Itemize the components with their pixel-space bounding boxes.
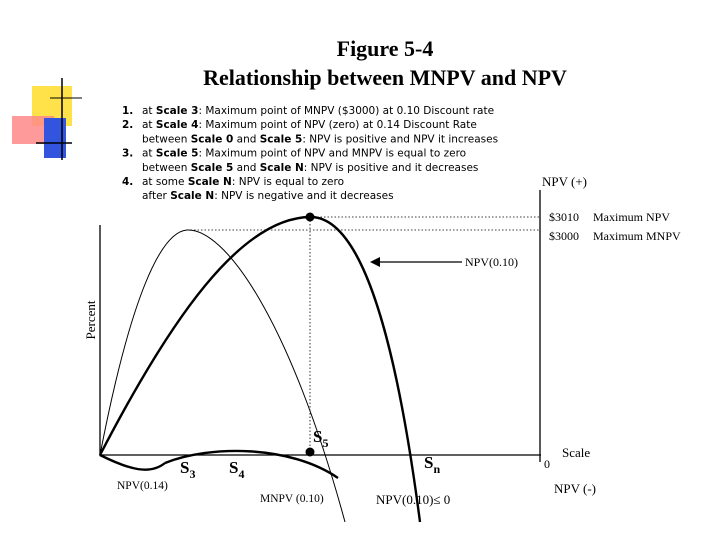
note-text: Scale 5 — [156, 148, 199, 160]
note-text: : Maximum point of MNPV ($3000) at 0.10 … — [198, 105, 494, 117]
label: 0 — [544, 457, 550, 471]
note-text: : Maximum point of NPV and MNPV is equal… — [198, 148, 466, 160]
title: Figure 5-4 — [337, 36, 434, 61]
point — [305, 212, 315, 222]
note-text: Scale N — [170, 190, 214, 202]
note-text: between — [142, 162, 191, 174]
note-line: at Scale 3: Maximum point of MNPV ($3000… — [142, 105, 494, 117]
note-text: : NPV is positive and NPV it increases — [302, 133, 498, 145]
label: Maximum NPV — [593, 210, 670, 224]
note-text: and — [233, 162, 259, 174]
note-line: between Scale 0 and Scale 5: NPV is posi… — [142, 133, 498, 145]
note-line: at some Scale N: NPV is equal to zero — [142, 176, 344, 188]
note-text: Scale 5 — [260, 133, 303, 145]
note-line: at Scale 4: Maximum point of NPV (zero) … — [142, 119, 477, 131]
point — [305, 447, 315, 457]
arrow-head — [370, 257, 380, 267]
note-number: 2. — [122, 119, 133, 131]
note-text: : NPV is equal to zero — [232, 176, 344, 188]
guides — [187, 216, 540, 452]
label: NPV (+) — [542, 174, 587, 189]
note-text: and — [233, 133, 259, 145]
label: NPV (-) — [554, 481, 596, 496]
note-text: at — [142, 148, 156, 160]
label: NPV(0.14) — [117, 480, 168, 492]
note-line: at Scale 5: Maximum point of NPV and MNP… — [142, 148, 466, 160]
note-text: : NPV is positive and it decreases — [304, 162, 479, 174]
axis-label: Percent — [83, 300, 98, 339]
note-text: Scale N — [188, 176, 232, 188]
label: S4 — [229, 458, 244, 481]
note-line: after Scale N: NPV is negative and it de… — [142, 190, 394, 202]
label: NPV(0.10)≤ 0 — [376, 492, 450, 507]
note-text: between — [142, 133, 191, 145]
label: S5 — [313, 427, 328, 450]
note-text: Scale 4 — [156, 119, 199, 131]
note-text: Scale N — [260, 162, 304, 174]
label: $3000 — [549, 229, 579, 243]
note-text: Scale 3 — [156, 105, 199, 117]
label: S3 — [180, 458, 195, 481]
note-text: at some — [142, 176, 188, 188]
label: MNPV (0.10) — [260, 493, 324, 505]
note-number: 4. — [122, 176, 133, 188]
note-number: 3. — [122, 148, 133, 160]
mnpv-curve — [99, 229, 346, 523]
label: Scale — [562, 445, 590, 460]
note-text: at — [142, 105, 156, 117]
note-text: Scale 5 — [191, 162, 234, 174]
note-text: Scale 0 — [191, 133, 234, 145]
note-text: after — [142, 190, 170, 202]
note-text: at — [142, 119, 156, 131]
note-text: : Maximum point of NPV (zero) at 0.14 Di… — [198, 119, 476, 131]
label: Sn — [424, 453, 440, 476]
decoration — [12, 78, 82, 160]
npv-014-curve — [99, 449, 339, 479]
note-text: : NPV is negative and it decreases — [214, 190, 393, 202]
notes: 1. at Scale 3: Maximum point of MNPV ($30… — [122, 105, 498, 202]
label: NPV(0.10) — [465, 255, 518, 269]
note-line: between Scale 5 and Scale N: NPV is posi… — [142, 162, 478, 174]
label: Maximum MNPV — [593, 229, 681, 243]
title: Relationship between MNPV and NPV — [203, 65, 567, 90]
axes — [99, 190, 541, 462]
note-number: 1. — [122, 105, 133, 117]
label: $3010 — [549, 210, 579, 224]
